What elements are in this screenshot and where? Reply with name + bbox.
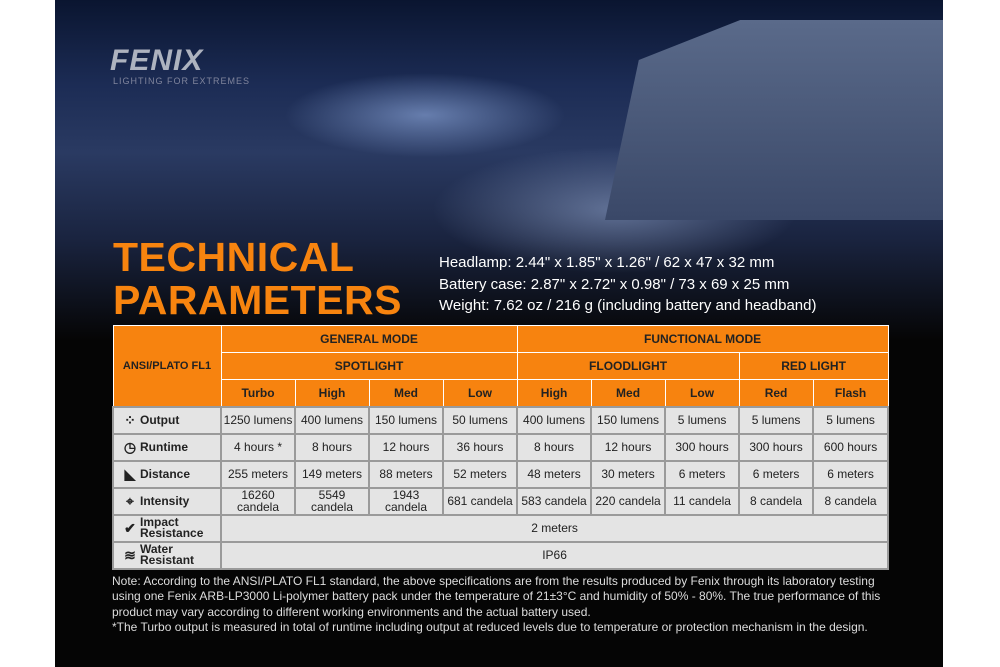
table-cell: 6 meters <box>812 459 890 489</box>
table-row: ⁘ Output 1250 lumens 400 lumens 150 lumens 50… <box>112 405 890 435</box>
table-cell: 12 hours <box>368 432 444 462</box>
row-label: ◷ Runtime <box>112 432 222 462</box>
fenix-logo: FENIX <box>110 44 204 77</box>
mode-header: Flash <box>812 379 889 407</box>
table-cell: 150 lumens <box>368 405 444 435</box>
table-cell: 5 lumens <box>664 405 741 435</box>
spec-table: ANSI/PLATO FL1 GENERAL MODE FUNCTIONAL M… <box>112 325 890 570</box>
impact-resistance-value: 2 meters <box>219 513 890 543</box>
table-cell: 681 candela <box>441 486 519 516</box>
table-cell: 300 hours <box>738 432 815 462</box>
turbo-note: *The Turbo output is measured in total o… <box>112 619 868 634</box>
fenix-tagline: LIGHTING FOR EXTREMES <box>113 76 251 86</box>
footnotes: Note: According to the ANSI/PLATO FL1 st… <box>112 574 902 635</box>
impact-check-icon: ✔ <box>124 520 136 536</box>
table-cell: 150 lumens <box>590 405 667 435</box>
table-row: ⌖ Intensity 16260 candela 5549 candela 1943 … <box>112 486 890 516</box>
row-label: ⁘ Output <box>112 405 222 435</box>
title-line-2: PARAMETERS <box>113 277 402 323</box>
table-cell: 88 meters <box>368 459 444 489</box>
table-cell: 11 candela <box>664 486 741 516</box>
mode-header: Turbo <box>220 379 296 407</box>
group-functional-mode: FUNCTIONAL MODE <box>516 325 889 353</box>
table-cell: 600 hours <box>812 432 890 462</box>
table-cell: 6 meters <box>664 459 741 489</box>
table-corner-label: ANSI/PLATO FL1 <box>112 325 222 407</box>
table-cell: 583 candela <box>516 486 593 516</box>
mode-header: High <box>294 379 370 407</box>
mode-header: Low <box>664 379 740 407</box>
title-line-1: TECHNICAL <box>113 234 355 280</box>
subgroup-floodlight: FLOODLIGHT <box>516 352 740 380</box>
water-resistance-value: IP66 <box>219 540 890 570</box>
row-label: ⌖ Intensity <box>112 486 222 516</box>
mode-header: High <box>516 379 592 407</box>
product-spec-panel: FENIX LIGHTING FOR EXTREMES TECHNICAL PA… <box>55 0 943 667</box>
table-cell: 255 meters <box>220 459 296 489</box>
table-row: ◣ Distance 255 meters 149 meters 88 meters 52… <box>112 459 890 489</box>
headlamp-dimensions: Headlamp: 2.44" x 1.85" x 1.26" / 62 x 4… <box>439 254 775 271</box>
table-cell: 36 hours <box>441 432 519 462</box>
table-cell: 300 hours <box>664 432 741 462</box>
subgroup-red-light: RED LIGHT <box>738 352 889 380</box>
night-quarry-photo <box>55 0 943 340</box>
table-cell: 8 candela <box>812 486 890 516</box>
subgroup-spotlight: SPOTLIGHT <box>220 352 518 380</box>
clock-icon: ◷ <box>123 439 137 456</box>
table-cell: 4 hours * <box>220 432 296 462</box>
table-cell: 30 meters <box>590 459 667 489</box>
table-cell: 12 hours <box>590 432 667 462</box>
battery-case-dimensions: Battery case: 2.87" x 2.72" x 0.98" / 73… <box>439 275 790 293</box>
table-cell: 220 candela <box>590 486 667 516</box>
dimensions-block: Headlamp: 2.44" x 1.85" x 1.26" / 62 x 4… <box>439 252 816 317</box>
mode-header: Low <box>442 379 518 407</box>
mode-header: Med <box>590 379 666 407</box>
table-cell: 8 hours <box>294 432 370 462</box>
mode-header: Med <box>368 379 444 407</box>
water-waves-icon: ≋ <box>124 547 136 563</box>
table-cell: 16260 candela <box>220 486 296 516</box>
crosshair-icon: ⌖ <box>126 493 134 510</box>
weight: Weight: 7.62 oz / 216 g (including batte… <box>439 297 817 314</box>
row-label: ◣ Distance <box>112 459 222 489</box>
table-cell: 52 meters <box>441 459 519 489</box>
group-general-mode: GENERAL MODE <box>220 325 518 353</box>
table-cell: 400 lumens <box>516 405 593 435</box>
table-cell: 1943 candela <box>368 486 444 516</box>
table-cell: 48 meters <box>516 459 593 489</box>
row-label-water-resistant: ≋ Water Resistant <box>112 540 222 570</box>
table-cell: 5549 candela <box>294 486 370 516</box>
table-cell: 8 hours <box>516 432 593 462</box>
table-cell: 149 meters <box>294 459 370 489</box>
beam-distance-icon: ◣ <box>124 466 136 483</box>
light-burst-icon: ⁘ <box>124 412 136 429</box>
table-cell: 6 meters <box>738 459 815 489</box>
cliff-shape <box>605 20 943 220</box>
table-cell: 8 candela <box>738 486 815 516</box>
table-cell: 1250 lumens <box>220 405 296 435</box>
note-text: Note: According to the ANSI/PLATO FL1 st… <box>112 574 881 619</box>
page-title: TECHNICAL PARAMETERS <box>113 236 402 322</box>
table-row: ◷ Runtime 4 hours * 8 hours 12 hours 36 hours… <box>112 432 890 462</box>
table-cell: 5 lumens <box>738 405 815 435</box>
table-cell: 50 lumens <box>441 405 519 435</box>
mode-header: Red <box>738 379 814 407</box>
table-cell: 400 lumens <box>294 405 370 435</box>
table-cell: 5 lumens <box>812 405 890 435</box>
row-label-impact-resistance: ✔ Impact Resistance <box>112 513 222 543</box>
